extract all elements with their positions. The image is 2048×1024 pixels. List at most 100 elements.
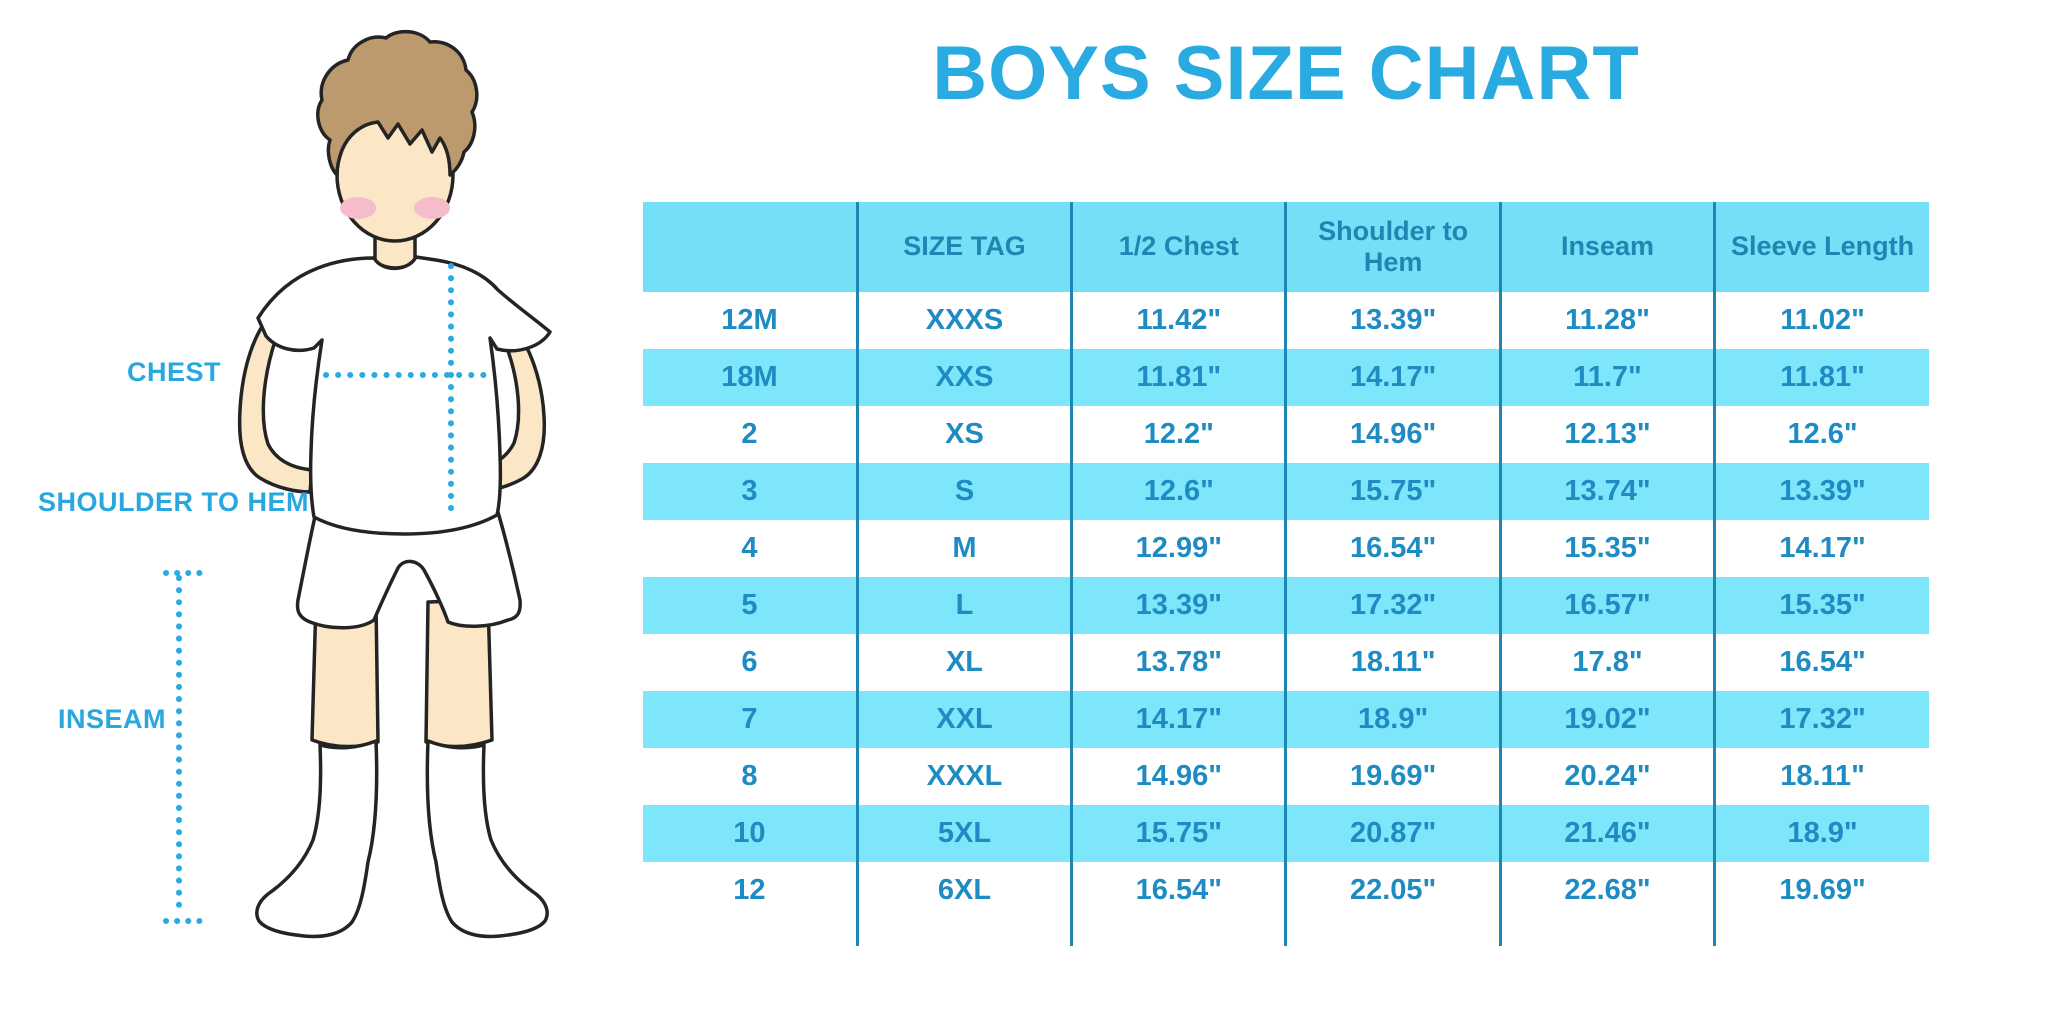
table-row: 12M XXXS 11.42" 13.39" 11.28" 11.02" [643, 292, 1929, 349]
table-cell: 18.9" [1713, 805, 1929, 862]
sock-left [255, 739, 379, 939]
table-cell: 19.69" [1284, 748, 1501, 805]
table-cell: 13.39" [1070, 577, 1286, 634]
divider-tail-cell [1498, 919, 1715, 946]
header-cell: Shoulder to Hem [1284, 202, 1501, 292]
shorts-shape [295, 510, 522, 630]
table-cell: 15.75" [1070, 805, 1286, 862]
blush-right [414, 197, 450, 219]
size-table-head: SIZE TAG 1/2 Chest Shoulder to Hem Inseam Sl… [643, 202, 1929, 292]
table-row: 8 XXXL 14.96" 19.69" 20.24" 18.11" [643, 748, 1929, 805]
table-cell: 8 [741, 760, 758, 792]
table-cell: 20.24" [1498, 748, 1715, 805]
table-cell: 5 [643, 577, 858, 634]
table-cell: 12.13" [1498, 406, 1715, 463]
arm-left [237, 316, 314, 494]
boy-illustration [163, 29, 552, 939]
header-cell [643, 202, 858, 292]
inseam-label: INSEAM [58, 704, 167, 734]
table-cell: XXXS [855, 292, 1072, 349]
table-cell: 17.8" [1498, 634, 1715, 691]
table-cell: 3 [643, 463, 858, 520]
table-row: 2 XS 12.2" 14.96" 12.13" 12.6" [643, 406, 1929, 463]
table-cell: S [855, 463, 1072, 520]
table-cell: M [855, 520, 1072, 577]
size-table-body: 12M XXXS 11.42" 13.39" 11.28" 11.02" 18M XXS 11.… [643, 292, 1929, 946]
table-cell: XXL [855, 691, 1072, 748]
table-cell: 18.9" [1284, 691, 1501, 748]
table-cell: XXXL [855, 748, 1072, 805]
table-cell: 14.17" [1713, 520, 1929, 577]
table-cell: 18.11" [1713, 748, 1929, 805]
table-cell: 7 [643, 691, 858, 748]
table-cell: 14.17" [1284, 349, 1501, 406]
size-table-section: SIZE TAG 1/2 Chest Shoulder to Hem Inseam Sl… [643, 202, 1929, 946]
table-cell: L [855, 577, 1072, 634]
sock-right [425, 739, 549, 939]
table-cell: 13.39" [1713, 463, 1929, 520]
shirt-shape [256, 255, 552, 536]
table-cell: 12.99" [1070, 520, 1286, 577]
header-row: SIZE TAG 1/2 Chest Shoulder to Hem Inseam Sl… [643, 202, 1929, 292]
table-cell: 14.96" [1284, 406, 1501, 463]
table-row: 4 M 12.99" 16.54" 15.35" 14.17" [643, 520, 1929, 577]
table-row: 3 S 12.6" 15.75" 13.74" 13.39" [643, 463, 1929, 520]
table-cell: 12 [733, 874, 766, 906]
table-cell: 12M [721, 304, 778, 336]
table-cell: 18M [643, 349, 858, 406]
table-cell: XXS [855, 349, 1072, 406]
table-cell: 11.81" [1713, 349, 1929, 406]
table-cell: 13.78" [1070, 634, 1286, 691]
size-table: SIZE TAG 1/2 Chest Shoulder to Hem Inseam Sl… [643, 202, 1929, 946]
divider-tail-cell [1070, 919, 1286, 946]
table-row: 12 6XL 16.54" 22.05" 22.68" 19.69" [643, 862, 1929, 919]
table-row: 5 L 13.39" 17.32" 16.57" 15.35" [643, 577, 1929, 634]
shoulder-to-hem-label: SHOULDER TO HEM [38, 487, 310, 517]
table-cell: 16.54" [1284, 520, 1501, 577]
table-cell: 15.35" [1713, 577, 1929, 634]
table-cell: 17.32" [1284, 577, 1501, 634]
table-cell: 16.54" [1713, 634, 1929, 691]
table-cell: 2 [741, 418, 758, 450]
table-cell: 11.28" [1498, 292, 1715, 349]
table-cell: 18.11" [1284, 634, 1501, 691]
table-cell: 15.35" [1498, 520, 1715, 577]
table-cell: 12.2" [1070, 406, 1286, 463]
table-cell: 11.42" [1070, 292, 1286, 349]
table-cell: 11.81" [1070, 349, 1286, 406]
hair-shape [316, 29, 479, 177]
table-cell: 15.75" [1284, 463, 1501, 520]
table-cell: 22.05" [1284, 862, 1501, 919]
table-row: 18M XXS 11.81" 14.17" 11.7" 11.81" [643, 349, 1929, 406]
table-cell: 22.68" [1498, 862, 1715, 919]
divider-tail-cell [855, 919, 1072, 946]
table-cell: 17.32" [1713, 691, 1929, 748]
table-row: 6 XL 13.78" 18.11" 17.8" 16.54" [643, 634, 1929, 691]
divider-tail-cell [1284, 919, 1501, 946]
table-cell: 10 [643, 805, 858, 862]
header-cell: SIZE TAG [855, 202, 1072, 292]
header-cell: 1/2 Chest [1070, 202, 1286, 292]
table-cell: 12.6" [1713, 406, 1929, 463]
divider-tail-row [643, 919, 1929, 946]
table-cell: 5XL [855, 805, 1072, 862]
table-cell: 14.17" [1070, 691, 1286, 748]
table-cell: 19.69" [1713, 862, 1929, 919]
table-cell: 12.6" [1070, 463, 1286, 520]
table-row: 10 5XL 15.75" 20.87" 21.46" 18.9" [643, 805, 1929, 862]
divider-tail-cell [1713, 919, 1929, 946]
table-cell: 16.57" [1498, 577, 1715, 634]
table-cell: 6 [741, 646, 758, 678]
table-cell: 13.74" [1498, 463, 1715, 520]
table-cell: 14.96" [1070, 748, 1286, 805]
table-cell: 11.7" [1498, 349, 1715, 406]
table-cell: 6XL [855, 862, 1072, 919]
blush-left [340, 197, 376, 219]
table-row: 7 XXL 14.17" 18.9" 19.02" 17.32" [643, 691, 1929, 748]
table-cell: 13.39" [1284, 292, 1501, 349]
table-cell: 16.54" [1070, 862, 1286, 919]
table-cell: XL [855, 634, 1072, 691]
table-cell: 21.46" [1498, 805, 1715, 862]
divider-tail-cell [643, 919, 857, 946]
table-cell: 11.02" [1713, 292, 1929, 349]
